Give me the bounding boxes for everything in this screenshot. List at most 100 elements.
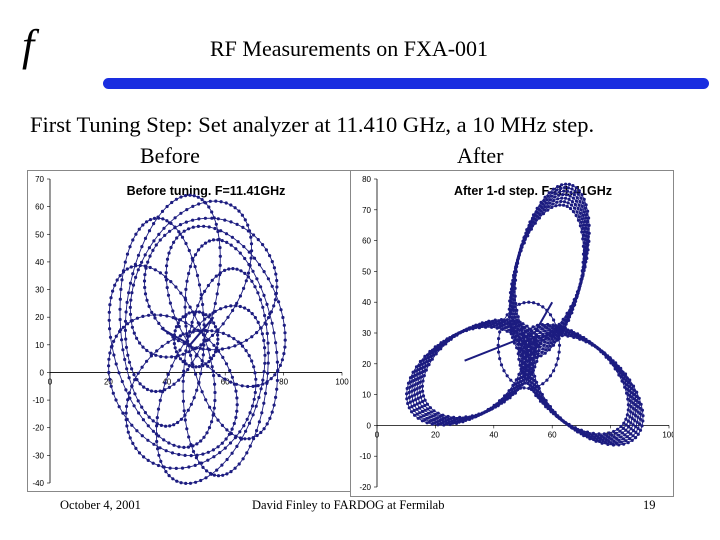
lobe-point [408, 376, 413, 380]
lobe-point [526, 343, 530, 347]
lobe-point [424, 368, 428, 372]
lobe-point [636, 415, 640, 419]
lobe-point [416, 368, 420, 372]
loop-point [266, 277, 270, 281]
lobe-point [640, 408, 644, 412]
loop-point [165, 219, 169, 223]
lobe-point [420, 419, 424, 423]
loop-point [214, 274, 218, 278]
loop-point [181, 379, 185, 383]
lobe-point [512, 331, 516, 335]
loop-point [157, 232, 161, 236]
lobe-point [514, 302, 518, 306]
lobe-point [510, 327, 514, 331]
loop-point [176, 339, 180, 343]
lobe-point [415, 402, 419, 406]
lobe-point [569, 190, 573, 195]
lobe-point [406, 401, 410, 406]
lobe-point [529, 367, 533, 371]
lobe-point [537, 334, 541, 339]
lobe-point [416, 372, 420, 376]
lobe-point [545, 331, 549, 335]
loop-point [253, 390, 257, 395]
spoke-line [464, 301, 554, 362]
loop-point [231, 267, 235, 271]
loop-point [112, 339, 116, 343]
loop-point [146, 424, 150, 428]
lobe-point [552, 198, 556, 203]
lobe-point [641, 419, 645, 423]
loop-point [275, 387, 279, 391]
lobe-point [522, 325, 527, 330]
loop-point [201, 333, 206, 337]
loop-point [221, 331, 225, 335]
lobe-point [534, 333, 538, 337]
inner-circle-point [201, 364, 205, 368]
loop-point [229, 203, 233, 207]
loop-point [235, 267, 239, 271]
lobe-point [567, 197, 571, 201]
lobe-point [562, 203, 566, 207]
inner-circle-point [191, 365, 195, 369]
loop-point [230, 451, 234, 455]
loop-point [143, 411, 147, 415]
chart-title: After 1-d step. F=11.41GHz [454, 184, 612, 198]
lobe-point [570, 426, 574, 430]
loop-point [159, 423, 163, 427]
loop-point [140, 434, 144, 438]
inner-circle-point [176, 353, 180, 358]
loop-point [254, 377, 258, 381]
loop-point [199, 478, 203, 483]
loop-point [225, 457, 229, 462]
loop-point [275, 285, 279, 289]
loop-point [177, 230, 181, 234]
loop-point [151, 419, 155, 423]
lobe-point [583, 265, 587, 269]
loop-point [205, 431, 209, 435]
y-tick-label: 50 [362, 267, 371, 276]
lobe-point [420, 384, 424, 388]
inner-circle-point [548, 374, 553, 378]
lobe-point [533, 348, 537, 352]
loop-point [238, 251, 242, 255]
lobe-point [616, 433, 621, 437]
slide-subtitle: First Tuning Step: Set analyzer at 11.41… [30, 112, 595, 137]
lobe-point [611, 443, 616, 447]
lobe-point [539, 336, 543, 340]
lobe-point [546, 336, 550, 340]
loop-point [199, 439, 203, 443]
loop-point [259, 285, 263, 289]
loop-point [193, 265, 197, 269]
loop-point [172, 240, 176, 244]
loop-point [167, 441, 171, 445]
lobe-point [418, 401, 422, 405]
lobe-point [414, 377, 418, 381]
lobe-point [626, 441, 630, 445]
lobe-point [614, 441, 618, 445]
loop-point [270, 410, 274, 414]
loop-point [216, 474, 221, 478]
inner-circle-point [499, 363, 504, 367]
lobe-point [571, 196, 575, 200]
lobe-point [619, 366, 623, 370]
lobe-point [566, 186, 570, 190]
lobe-point [516, 320, 520, 324]
lobe-point [628, 378, 632, 382]
lobe-point [524, 352, 528, 356]
loop-point [237, 462, 241, 466]
lobe-point [420, 399, 425, 404]
loop-point [130, 291, 134, 295]
loop-point [233, 206, 237, 210]
loop-point [227, 334, 231, 338]
loop-point [253, 316, 257, 320]
lobe-point [417, 376, 421, 380]
lobe-point [540, 323, 544, 327]
loop-point [186, 408, 190, 412]
loop-point [228, 368, 232, 373]
loop-point [200, 390, 204, 394]
lobe-point [410, 389, 414, 393]
lobe-point [513, 294, 517, 298]
loop-point [129, 298, 133, 302]
loop-point [210, 365, 214, 369]
loop-point [196, 248, 201, 252]
